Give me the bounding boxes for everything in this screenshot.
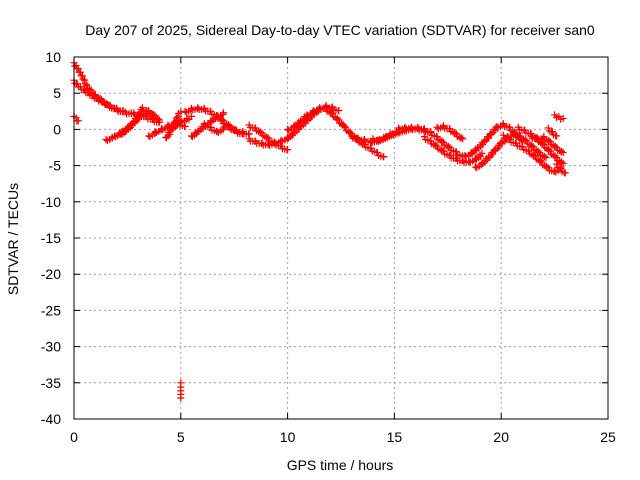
data-point xyxy=(551,167,559,175)
y-tick-label: -40 xyxy=(41,411,61,427)
data-point xyxy=(76,68,84,76)
y-tick-label: -5 xyxy=(49,158,62,174)
plot-frame xyxy=(73,56,609,420)
y-tick-label: -20 xyxy=(41,266,61,282)
chart-title: Day 207 of 2025, Sidereal Day-to-day VTE… xyxy=(85,22,595,38)
data-point xyxy=(74,117,82,125)
data-point xyxy=(284,146,292,154)
data-point xyxy=(316,104,324,112)
x-tick-label: 20 xyxy=(493,429,509,445)
data-point xyxy=(145,132,153,140)
data-point xyxy=(303,111,311,119)
data-point xyxy=(489,150,497,158)
data-point xyxy=(478,149,486,157)
data-point xyxy=(220,109,228,117)
data-point xyxy=(341,123,349,131)
y-tick-label: 0 xyxy=(53,121,61,137)
y-tick-label: -35 xyxy=(41,375,61,391)
x-tick-label: 0 xyxy=(70,429,78,445)
data-point xyxy=(548,128,556,136)
y-tick-label: -30 xyxy=(41,339,61,355)
axis-ticks: 0 5 10 15 20 25 10 5 0 -5 -10 -15 -20 -25 -30 -35 -40 xyxy=(41,49,616,445)
y-tick-label: 10 xyxy=(45,49,61,65)
data-point xyxy=(559,159,567,167)
data-point xyxy=(177,394,185,402)
data-point xyxy=(181,123,189,131)
data-point xyxy=(557,164,565,172)
data-point xyxy=(328,109,336,117)
x-tick-label: 5 xyxy=(177,429,185,445)
y-tick-label: 5 xyxy=(53,85,61,101)
data-point xyxy=(433,133,441,141)
data-point xyxy=(523,137,531,145)
x-tick-label: 10 xyxy=(280,429,296,445)
data-point xyxy=(395,124,403,132)
y-tick-label: -10 xyxy=(41,194,61,210)
data-point xyxy=(544,124,552,132)
data-points xyxy=(70,59,569,402)
data-point xyxy=(542,154,550,162)
data-point xyxy=(531,152,539,160)
data-point xyxy=(472,163,480,171)
y-axis-label: SDTVAR / TECUs xyxy=(5,183,21,295)
x-tick-label: 15 xyxy=(387,429,403,445)
data-point xyxy=(335,107,343,115)
data-point xyxy=(529,143,537,151)
data-point xyxy=(74,65,82,73)
data-point xyxy=(83,81,91,89)
data-point xyxy=(553,132,561,140)
data-point xyxy=(459,135,467,143)
data-point xyxy=(553,160,561,168)
data-point xyxy=(506,123,514,131)
data-point xyxy=(119,107,127,115)
y-tick-label: -15 xyxy=(41,230,61,246)
x-tick-label: 25 xyxy=(600,429,616,445)
data-point xyxy=(553,154,561,162)
data-point xyxy=(187,112,195,120)
data-point xyxy=(559,149,567,157)
y-tick-label: -25 xyxy=(41,302,61,318)
data-point xyxy=(561,169,569,177)
data-point xyxy=(540,141,548,149)
data-point xyxy=(380,153,388,161)
x-axis-label: GPS time / hours xyxy=(287,457,394,473)
data-point xyxy=(136,112,144,120)
data-point xyxy=(433,123,441,131)
data-point xyxy=(495,143,503,151)
data-point xyxy=(559,115,567,123)
data-point xyxy=(491,127,499,135)
data-point xyxy=(335,116,343,124)
data-point xyxy=(264,140,272,148)
data-point xyxy=(340,122,348,130)
data-point xyxy=(484,134,492,142)
data-point xyxy=(155,116,163,124)
data-point xyxy=(546,138,554,146)
data-point xyxy=(187,104,195,112)
data-point xyxy=(538,158,546,166)
data-point xyxy=(546,147,554,155)
data-point xyxy=(534,134,542,142)
